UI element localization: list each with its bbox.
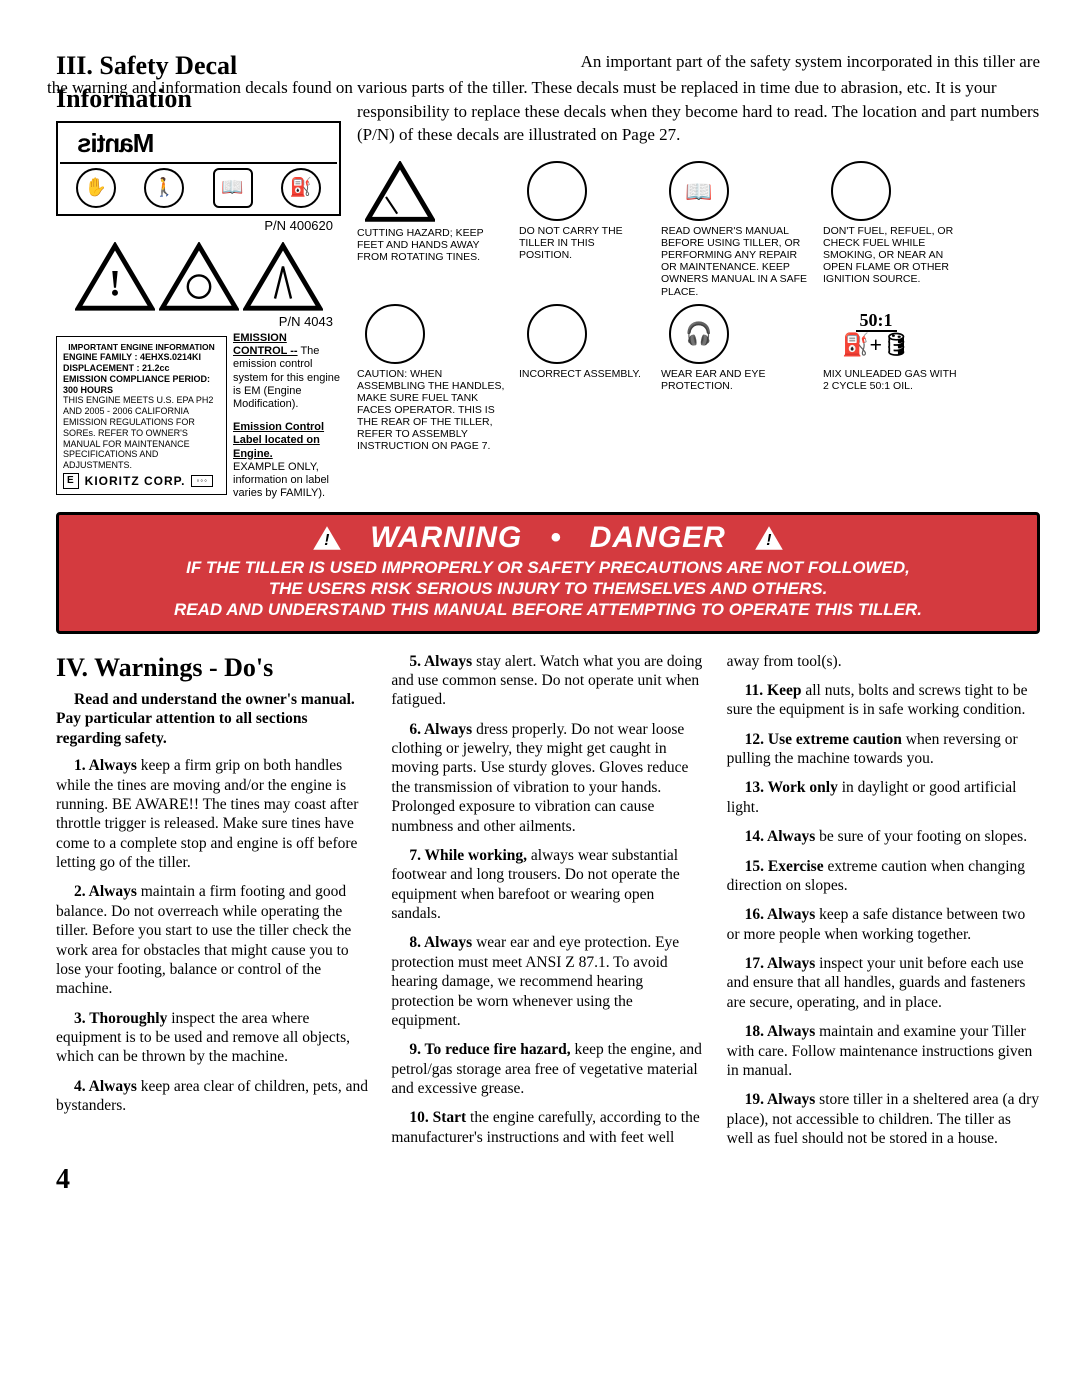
warning-item: 4. Always keep area clear of children, p… [56, 1077, 369, 1116]
intro-text: An important part of the safety system i… [357, 50, 1040, 147]
warning-item: 8. Always wear ear and eye protection. E… [391, 933, 704, 1030]
banner-body-line: THE USERS RISK SERIOUS INJURY TO THEMSEL… [69, 578, 1027, 599]
decal-grid: CUTTING HAZARD; KEEP FEET AND HANDS AWAY… [357, 161, 1040, 452]
warning-item: 7. While working, always wear substantia… [391, 846, 704, 924]
banner-body-line: READ AND UNDERSTAND THIS MANUAL BEFORE A… [69, 599, 1027, 620]
svg-text:!: ! [766, 532, 772, 549]
svg-text:!: ! [324, 532, 330, 549]
decal-cell: INCORRECT ASSEMBLY. [519, 304, 649, 452]
warning-item: 5. Always stay alert. Watch what you are… [391, 652, 704, 710]
corp-name: KIORITZ CORP. [85, 474, 186, 488]
intro-line: An important part of the safety system i… [357, 50, 1040, 74]
decal-small-icon: ✋ [76, 168, 116, 208]
warning-item: 3. Thoroughly inspect the area where equ… [56, 1009, 369, 1067]
decal-cell: CAUTION: WHEN ASSEMBLING THE HANDLES, MA… [357, 304, 507, 452]
warning-item: 2. Always maintain a firm footing and go… [56, 882, 369, 998]
decal-cell: 50:1⛽+🛢 MIX UNLEADED GAS WITH 2 CYCLE 50:… [823, 304, 963, 452]
em-heading: EMISSION CONTROL -- [233, 332, 298, 357]
engine-info-line: EMISSION COMPLIANCE PERIOD: 300 HOURS [63, 374, 220, 396]
section4-subhead: Read and understand the owner's manual. … [56, 690, 369, 748]
decal-circle-icon [527, 161, 587, 221]
decal-small-icon: 🚶 [144, 168, 184, 208]
warning-item: 18. Always maintain and examine your Til… [727, 1022, 1040, 1080]
banner-body-line: IF THE TILLER IS USED IMPROPERLY OR SAFE… [69, 557, 1027, 578]
decal-circle-icon [365, 304, 425, 364]
emission-control-1: EMISSION CONTROL -- The emission control… [233, 332, 341, 411]
warning-item: 15. Exercise extreme caution when changi… [727, 857, 1040, 896]
engine-info-header: IMPORTANT ENGINE INFORMATION [63, 342, 220, 352]
engine-info-label: IMPORTANT ENGINE INFORMATION ENGINE FAMI… [56, 336, 227, 495]
section4-title: IV. Warnings - Do's [56, 652, 369, 685]
mantis-decal: Mantis ✋ 🚶 📖 ⛽ [56, 121, 341, 216]
warning-item: 17. Always inspect your unit before each… [727, 954, 1040, 1012]
decal-caption: CUTTING HAZARD; KEEP FEET AND HANDS AWAY… [357, 227, 507, 263]
warning-triangle-icon: ! [312, 525, 342, 551]
warning-item: 1. Always keep a firm grip on both handl… [56, 756, 369, 872]
em-heading: Emission Control Label located on Engine… [233, 421, 341, 461]
decal-caption: DO NOT CARRY THE TILLER IN THIS POSITION… [519, 225, 649, 261]
em-text: EXAMPLE ONLY, information on label varie… [233, 461, 329, 499]
decal-cell: CUTTING HAZARD; KEEP FEET AND HANDS AWAY… [357, 161, 507, 297]
decal-circle-icon: 🎧 [669, 304, 729, 364]
warning-banner: ! WARNING • DANGER ! IF THE TILLER IS US… [56, 512, 1040, 633]
decal-circle-icon [831, 161, 891, 221]
warning-item: 9. To reduce fire hazard, keep the engin… [391, 1040, 704, 1098]
part-number-1: P/N 400620 [56, 218, 341, 234]
banner-danger: DANGER [590, 519, 726, 557]
decal-small-icon: ⛽ [281, 168, 321, 208]
mantis-logo: Mantis [60, 125, 337, 164]
engine-info-corp: E KIORITZ CORP. ◦◦◦ [63, 473, 220, 489]
warning-item: 16. Always keep a safe distance between … [727, 905, 1040, 944]
decal-cell: 🎧 WEAR EAR AND EYE PROTECTION. [661, 304, 811, 452]
emission-control-2: Emission Control Label located on Engine… [233, 421, 341, 500]
page-number: 4 [56, 1162, 1040, 1197]
decal-caption: INCORRECT ASSEMBLY. [519, 368, 649, 380]
warning-item: 12. Use extreme caution when reversing o… [727, 730, 1040, 769]
mix-ratio-icon: 50:1⛽+🛢 [831, 304, 921, 364]
decal-cell: 📖READ OWNER'S MANUAL BEFORE USING TILLER… [661, 161, 811, 297]
warning-item: 14. Always be sure of your footing on sl… [727, 827, 1040, 846]
engine-info-line: THIS ENGINE MEETS U.S. EPA PH2 AND 2005 … [63, 395, 220, 471]
decal-circle-icon [527, 304, 587, 364]
e-icon: E [63, 473, 79, 489]
decal-caption: READ OWNER'S MANUAL BEFORE USING TILLER,… [661, 225, 811, 297]
warning-item: 13. Work only in daylight or good artifi… [727, 778, 1040, 817]
triangle-decals: ! [56, 242, 341, 312]
warning-item: 19. Always store tiller in a sheltered a… [727, 1090, 1040, 1148]
decal-cell: DON'T FUEL, REFUEL, OR CHECK FUEL WHILE … [823, 161, 963, 297]
hazard-triangle-icon [365, 161, 435, 223]
svg-text:!: ! [108, 262, 120, 303]
decal-caption: MIX UNLEADED GAS WITH 2 CYCLE 50:1 OIL. [823, 368, 963, 392]
warning-item: 11. Keep all nuts, bolts and screws tigh… [727, 681, 1040, 720]
warning-triangle-icon: ! [754, 525, 784, 551]
decal-caption: DON'T FUEL, REFUEL, OR CHECK FUEL WHILE … [823, 225, 963, 285]
part-number-2: P/N 4043 [56, 314, 341, 330]
banner-bullet: • [550, 519, 562, 557]
corp-box: ◦◦◦ [191, 475, 213, 487]
banner-warning: WARNING [370, 519, 522, 557]
warning-item: 6. Always dress properly. Do not wear lo… [391, 720, 704, 836]
decal-caption: CAUTION: WHEN ASSEMBLING THE HANDLES, MA… [357, 368, 507, 452]
decal-small-icon: 📖 [213, 168, 253, 208]
decal-caption: WEAR EAR AND EYE PROTECTION. [661, 368, 811, 392]
decal-cell: DO NOT CARRY THE TILLER IN THIS POSITION… [519, 161, 649, 297]
engine-info-line: ENGINE FAMILY : 4EHXS.0214KI DISPLACEMEN… [63, 352, 220, 374]
warnings-columns: IV. Warnings - Do's Read and understand … [56, 652, 1040, 1149]
decal-circle-icon: 📖 [669, 161, 729, 221]
